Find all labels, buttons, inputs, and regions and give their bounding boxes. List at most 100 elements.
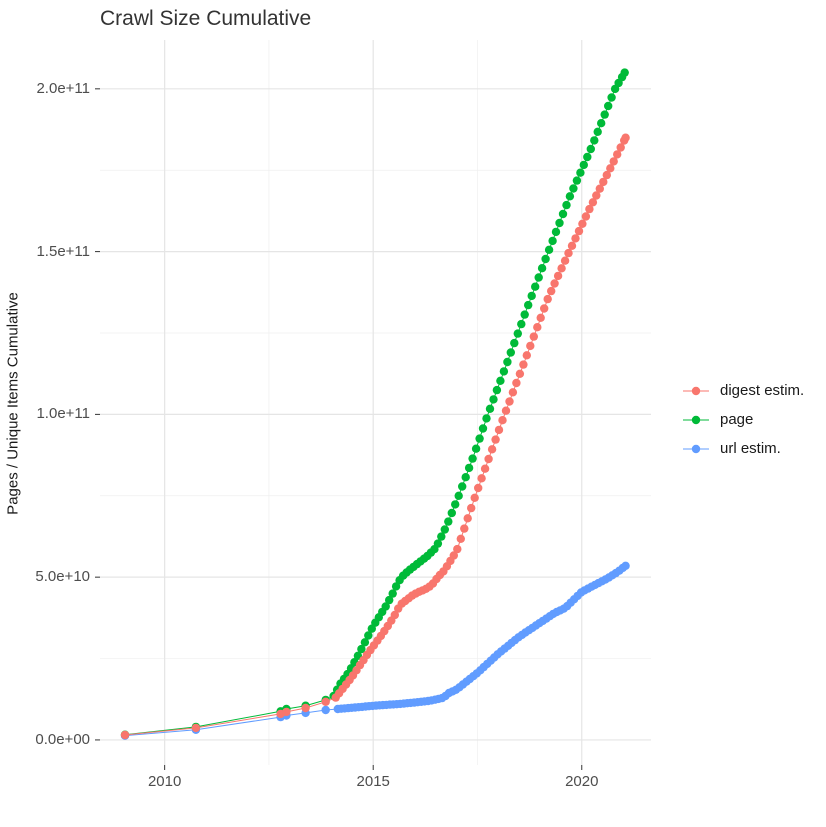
data-point xyxy=(477,474,486,483)
data-point xyxy=(557,264,566,273)
data-point xyxy=(588,198,598,207)
data-point xyxy=(602,170,611,180)
legend: digest estim. page url estim. xyxy=(681,380,804,467)
data-point xyxy=(597,119,606,128)
data-point xyxy=(599,177,608,187)
y-axis-title: Pages / Unique Items Cumulative xyxy=(4,292,22,515)
legend-item-label: url estim. xyxy=(720,440,781,457)
data-point xyxy=(478,424,488,433)
data-point xyxy=(527,291,536,301)
data-point xyxy=(491,435,500,444)
data-point xyxy=(480,464,490,473)
data-point xyxy=(562,200,571,210)
data-point xyxy=(385,595,394,605)
legend-key-point xyxy=(691,444,701,453)
data-point xyxy=(533,323,542,332)
data-point xyxy=(529,332,538,341)
data-point xyxy=(551,227,561,237)
data-point xyxy=(565,192,575,201)
data-point xyxy=(593,127,602,136)
data-point xyxy=(613,150,622,159)
y-tick-label: 1.0e+11 xyxy=(36,405,90,423)
data-point xyxy=(579,160,588,170)
data-point xyxy=(558,209,568,219)
data-point xyxy=(616,143,625,152)
legend-key-icon xyxy=(683,444,709,453)
data-point xyxy=(471,444,481,453)
data-point xyxy=(390,610,399,620)
data-point xyxy=(522,351,531,360)
data-point xyxy=(453,544,462,554)
legend-item: page xyxy=(681,409,804,430)
data-point xyxy=(503,357,512,367)
data-point xyxy=(433,539,443,548)
data-point xyxy=(460,524,469,533)
data-point xyxy=(526,341,535,351)
x-tick-label: 2015 xyxy=(356,773,390,790)
data-point xyxy=(515,369,525,378)
data-point xyxy=(517,319,526,329)
data-point xyxy=(581,212,591,221)
data-point xyxy=(513,329,522,338)
data-point xyxy=(595,184,604,193)
y-tick-label: 0.0e+00 xyxy=(35,730,90,748)
data-point xyxy=(458,482,467,491)
data-point xyxy=(470,493,479,502)
data-point xyxy=(553,271,563,281)
data-point xyxy=(574,226,584,236)
legend-item: url estim. xyxy=(681,438,804,459)
data-point xyxy=(510,338,519,348)
y-tick-label: 5.0e+10 xyxy=(35,568,90,586)
data-point xyxy=(585,204,594,214)
legend-item-label: page xyxy=(720,411,754,428)
data-point xyxy=(571,234,580,243)
data-point xyxy=(494,425,504,435)
data-point xyxy=(576,168,585,177)
data-point xyxy=(120,730,130,740)
data-point xyxy=(456,534,465,543)
data-point xyxy=(621,133,630,142)
data-point xyxy=(536,313,545,322)
y-tick-label: 1.5e+11 xyxy=(36,242,90,260)
data-point xyxy=(620,68,629,77)
data-point xyxy=(543,294,552,304)
data-point xyxy=(474,483,483,493)
legend-key-icon xyxy=(683,386,709,395)
data-point xyxy=(451,500,460,509)
data-point xyxy=(508,388,518,397)
legend-key-point xyxy=(691,386,701,395)
data-point xyxy=(484,454,493,464)
data-point xyxy=(454,491,463,500)
data-point xyxy=(463,514,472,523)
data-point xyxy=(499,367,509,376)
data-point xyxy=(485,404,495,413)
data-point xyxy=(607,93,616,102)
data-point xyxy=(301,703,310,713)
data-point xyxy=(621,561,630,570)
data-point xyxy=(609,157,618,166)
data-point xyxy=(282,707,291,717)
data-point xyxy=(560,256,570,265)
data-point xyxy=(550,279,559,288)
series-page-line xyxy=(124,72,626,736)
data-point xyxy=(475,434,484,443)
data-point xyxy=(467,503,476,513)
data-point xyxy=(572,176,582,185)
data-point xyxy=(191,723,201,733)
data-point xyxy=(524,300,533,310)
data-point xyxy=(583,152,592,162)
data-point xyxy=(501,406,511,415)
data-point xyxy=(487,445,497,454)
y-tick-label: 2.0e+11 xyxy=(36,79,90,97)
data-point xyxy=(461,473,470,482)
data-point xyxy=(604,101,613,111)
data-point xyxy=(537,264,547,273)
data-point xyxy=(606,164,615,173)
data-point xyxy=(505,397,514,406)
data-point xyxy=(391,582,401,591)
data-point xyxy=(437,532,446,541)
chart-title: Crawl Size Cumulative xyxy=(100,7,312,30)
data-point xyxy=(590,136,599,145)
